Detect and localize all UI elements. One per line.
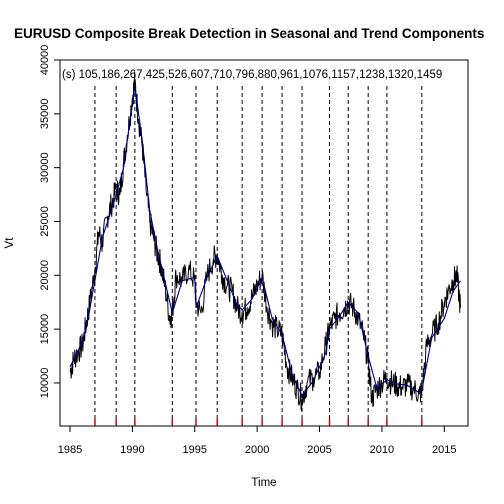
breakpoint-annotation: (s) 105,186,267,425,526,607,710,796,880,… [62,69,442,81]
x-tick-label: 2000 [245,444,269,456]
y-tick-label: 25000 [39,206,51,237]
y-tick-label: 10000 [39,368,51,399]
chart-title: EURUSD Composite Break Detection in Seas… [14,26,484,41]
y-tick-label: 40000 [39,45,51,76]
x-tick-label: 1995 [183,444,207,456]
x-tick-label: 2005 [307,444,331,456]
series-layer [69,71,461,411]
breakpoint-markers [94,419,423,425]
y-tick-label: 35000 [39,99,51,130]
y-tick-label: 30000 [39,152,51,183]
x-tick-label: 1985 [58,444,82,456]
series-fitted [69,86,461,397]
x-tick-label: 2010 [370,444,394,456]
series-observed [69,71,461,411]
y-tick-label: 15000 [39,314,51,345]
plot-frame [59,59,469,427]
x-axis: 1985 1990 1995 2000 2005 2010 2015 [58,425,457,456]
y-axis-label: Vt [4,237,16,249]
y-axis: 10000 15000 20000 25000 30000 35000 40000 [39,45,61,399]
x-tick-label: 1990 [120,444,144,456]
x-axis-label: Time [251,477,276,489]
x-tick-label: 2015 [432,444,456,456]
y-tick-label: 20000 [39,260,51,291]
